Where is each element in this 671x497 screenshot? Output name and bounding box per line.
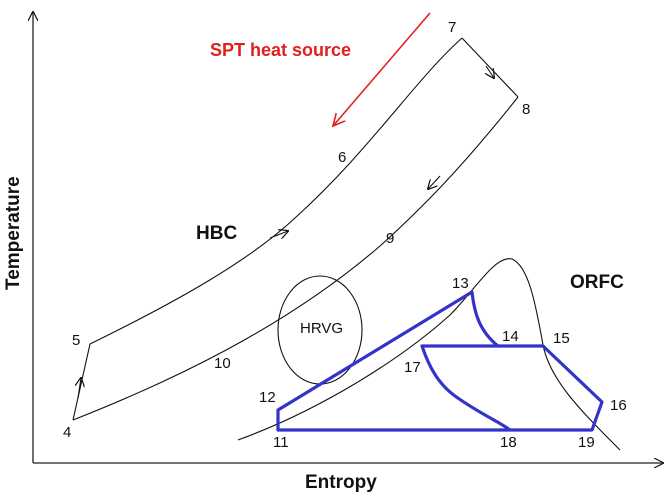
- y-axis-label: Temperature: [3, 176, 24, 290]
- hbc-label: HBC: [196, 223, 237, 244]
- heat-source-label: SPT heat source: [210, 40, 351, 60]
- hbc-compression-line: [72, 343, 91, 421]
- point-16-label: 16: [610, 397, 627, 414]
- orfc-label: ORFC: [570, 272, 624, 293]
- hbc-heating-curve: [89, 37, 463, 345]
- hbc-heating-arrow: [269, 231, 288, 238]
- point-14-label: 14: [502, 328, 519, 345]
- orfc-cycle-main: [276, 290, 604, 432]
- point-11-label: 11: [273, 434, 289, 451]
- hbc-expansion-arrow: [486, 65, 494, 78]
- point-10-label: 10: [214, 355, 231, 372]
- point-7-label: 7: [448, 19, 456, 36]
- point-19-label: 19: [578, 434, 595, 451]
- x-axis-label: Entropy: [305, 472, 377, 493]
- hbc-cooling-curve: [72, 96, 519, 421]
- heat-source-arrow: [333, 12, 431, 126]
- hbc-compression-arrow: [78, 378, 81, 399]
- point-6-label: 6: [338, 149, 346, 166]
- hrvg-label: HRVG: [300, 320, 343, 337]
- point-8-label: 8: [522, 101, 530, 118]
- hbc-cooling-arrow: [428, 175, 441, 189]
- hbc-expansion-line: [461, 37, 519, 98]
- point-17-label: 17: [404, 359, 421, 376]
- point-9-label: 9: [386, 230, 394, 247]
- point-4-label: 4: [63, 424, 71, 441]
- point-15-label: 15: [553, 330, 570, 347]
- point-18-label: 18: [500, 434, 517, 451]
- point-13-label: 13: [452, 275, 469, 292]
- point-12-label: 12: [259, 389, 276, 406]
- saturation-dome: [237, 258, 621, 451]
- orfc-cycle-inner: [420, 344, 511, 432]
- point-5-label: 5: [72, 332, 80, 349]
